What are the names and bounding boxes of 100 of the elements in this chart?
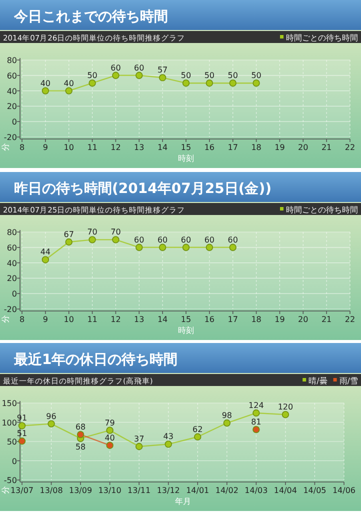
x-tick-label: 14/02	[215, 486, 238, 495]
x-tick-label: 14/06	[332, 486, 356, 495]
data-label: 50	[204, 71, 215, 80]
y-tick-label: 0	[12, 118, 17, 127]
data-label: 57	[157, 66, 168, 75]
data-label: 67	[64, 230, 74, 240]
y-axis-title: 分	[1, 486, 10, 494]
y-tick-label: 100	[2, 418, 17, 428]
x-tick-label: 18	[251, 315, 262, 324]
x-tick-label: 13	[134, 315, 144, 324]
data-label: 40	[104, 433, 115, 442]
data-label: 50	[87, 71, 98, 80]
data-label: 50	[251, 71, 262, 80]
point	[182, 244, 190, 251]
x-tick-label: 13/11	[128, 486, 151, 495]
y-axis-title: 分	[1, 315, 10, 323]
x-tick-label: 9	[42, 143, 48, 152]
data-label: 68	[75, 422, 86, 432]
data-label: 98	[222, 411, 232, 420]
data-label: 120	[278, 402, 294, 412]
x-tick-label: 21	[321, 315, 332, 324]
point	[42, 87, 50, 94]
legend-label: 雨/雪	[339, 376, 358, 386]
y-tick-label: -20	[4, 305, 17, 314]
y-tick-label: 60	[6, 71, 17, 80]
x-tick-label: 18	[251, 143, 262, 152]
x-tick-label: 11	[87, 315, 98, 324]
y-tick-label: 80	[6, 228, 17, 237]
legend-label: 時間ごとの待ち時間	[286, 206, 358, 214]
data-label: 60	[157, 235, 168, 244]
data-label: 37	[134, 434, 144, 444]
point	[206, 80, 214, 87]
y-tick-label: 150	[2, 399, 17, 408]
x-tick-label: 8	[19, 315, 25, 324]
data-label: 58	[75, 442, 86, 452]
data-label: 50	[228, 71, 238, 80]
point	[229, 244, 236, 251]
legend-label: 晴/曇	[308, 376, 328, 386]
x-tick-label: 14/04	[274, 486, 297, 495]
y-tick-label: 60	[6, 243, 17, 252]
x-tick-label: 14	[157, 143, 168, 152]
x-tick-label: 13	[134, 143, 144, 152]
data-label: 70	[110, 228, 121, 237]
point	[42, 256, 50, 264]
data-label: 70	[87, 228, 98, 237]
point	[76, 430, 84, 438]
point	[88, 236, 96, 244]
chart-title: 今日これまでの待ち時間	[13, 9, 168, 25]
point	[282, 410, 290, 418]
data-label: 43	[163, 432, 174, 442]
point	[194, 433, 202, 440]
x-tick-label: 16	[204, 143, 215, 152]
point	[18, 438, 26, 445]
x-tick-label: 17	[228, 315, 238, 324]
point	[112, 236, 120, 244]
y-tick-label: 0	[12, 290, 17, 299]
data-label: 124	[248, 401, 264, 410]
data-label: 60	[180, 235, 192, 244]
x-tick-label: 14/03	[244, 486, 268, 495]
x-tick-label: 20	[298, 315, 308, 324]
x-tick-label: 19	[274, 143, 285, 152]
y-tick-label: 20	[6, 102, 17, 112]
x-tick-label: 22	[344, 315, 356, 324]
point	[158, 74, 166, 82]
legend-label: 時間ごとの待ち時間	[286, 34, 358, 42]
x-tick-label: 10	[64, 315, 74, 324]
x-axis-title: 時刻	[178, 326, 194, 335]
x-tick-label: 21	[321, 143, 332, 152]
x-tick-label: 14/01	[186, 486, 210, 495]
point	[164, 440, 172, 448]
point	[106, 442, 114, 449]
data-label: 40	[40, 78, 51, 88]
x-tick-label: 13/09	[69, 486, 92, 495]
point	[136, 72, 143, 79]
data-label: 60	[134, 63, 144, 72]
data-label: 62	[192, 424, 203, 434]
x-axis-title: 時刻	[178, 154, 194, 163]
data-label: 81	[251, 418, 262, 427]
point	[158, 244, 166, 251]
x-tick-label: 8	[19, 143, 25, 152]
y-tick-label: 20	[6, 274, 17, 284]
data-label: 40	[64, 78, 74, 88]
x-tick-label: 11	[87, 143, 98, 152]
point	[223, 419, 231, 427]
data-label: 60	[110, 63, 121, 72]
point	[65, 238, 72, 246]
x-tick-label: 12	[110, 143, 121, 152]
point	[106, 426, 114, 434]
x-tick-label: 17	[228, 143, 238, 152]
point	[206, 244, 214, 251]
x-tick-label: 13/08	[40, 486, 63, 495]
point	[182, 80, 190, 87]
x-tick-label: 9	[42, 315, 48, 324]
x-tick-label: 19	[274, 315, 285, 324]
point	[18, 422, 26, 430]
x-tick-label: 13/12	[156, 486, 180, 495]
data-label: 60	[228, 235, 238, 244]
x-tick-label: 10	[64, 143, 74, 152]
x-tick-label: 12	[110, 315, 121, 324]
data-label: 44	[40, 248, 51, 257]
